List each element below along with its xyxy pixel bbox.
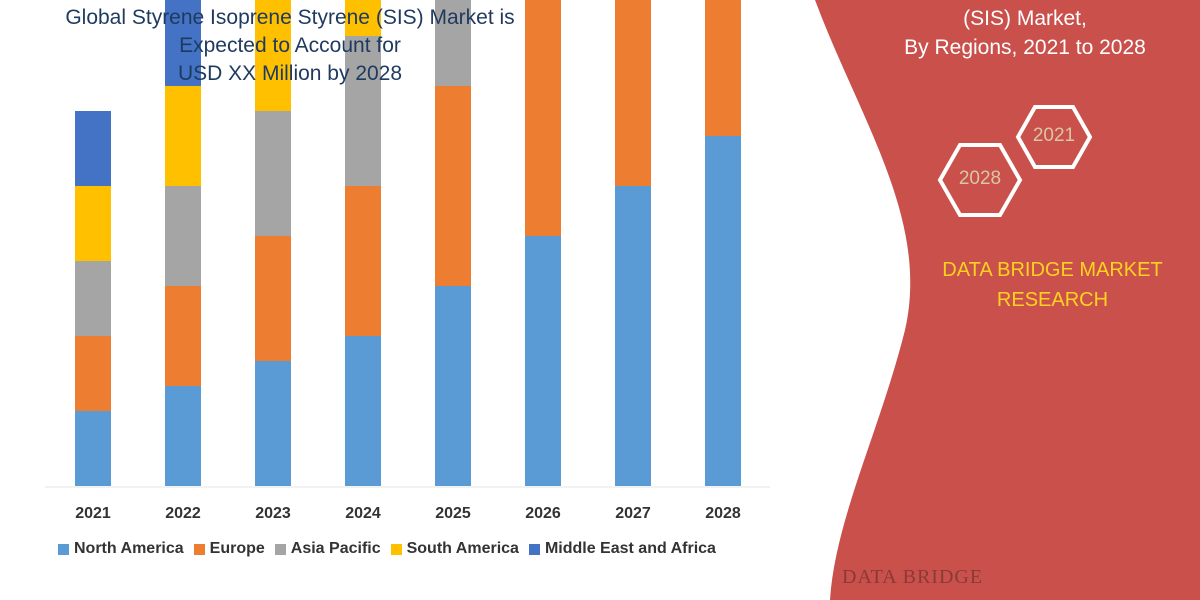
bar-segment-2023-europe	[255, 236, 291, 361]
x-tick-2024: 2024	[345, 505, 381, 522]
legend-item: South America	[390, 540, 519, 558]
x-tick-2021: 2021	[75, 505, 111, 522]
legend-item: Middle East and Africa	[528, 540, 716, 558]
bar-segment-2021-north-america	[75, 411, 111, 486]
legend-label: Europe	[209, 540, 265, 557]
legend-swatch	[274, 543, 286, 555]
bar-segment-2026-europe	[525, 0, 561, 236]
legend-label: South America	[406, 540, 519, 557]
bar-segment-2024-asia-pacific	[345, 36, 381, 186]
hex-2021-label: 2021	[1032, 125, 1076, 146]
brand-text: DATA BRIDGE MARKET RESEARCH	[910, 255, 1195, 315]
hex-2028-label: 2028	[958, 168, 1002, 189]
panel-title: (SIS) Market, By Regions, 2021 to 2028	[850, 4, 1200, 62]
legend-label: Middle East and Africa	[544, 540, 716, 557]
legend: North America Europe Asia Pacific South Ame…	[58, 540, 716, 558]
legend-swatch	[390, 543, 402, 555]
bar-segment-2022-asia-pacific	[165, 186, 201, 286]
title-line-2: USD XX Million by 2028	[177, 62, 403, 85]
bar-segment-2021-south-america	[75, 186, 111, 261]
red-panel	[815, 0, 1200, 600]
chart-title: Global Styrene Isoprene Styrene (SIS) Ma…	[20, 4, 560, 88]
bar-segment-2022-south-america	[165, 86, 201, 186]
legend-item: North America	[58, 540, 184, 558]
bar-segment-2021-europe	[75, 336, 111, 411]
bar-segment-2024-north-america	[345, 336, 381, 486]
legend-item: Europe	[193, 540, 265, 558]
panel-title-line-1: (SIS) Market,	[963, 7, 1087, 30]
bar-segment-2026-north-america	[525, 236, 561, 486]
bar-segment-2025-north-america	[435, 286, 471, 486]
x-tick-2026: 2026	[525, 505, 561, 522]
x-tick-2023: 2023	[255, 505, 291, 522]
bar-segment-2024-europe	[345, 186, 381, 336]
bar-segment-2023-south-america	[255, 0, 291, 111]
legend-swatch	[528, 543, 540, 555]
legend-label: North America	[74, 540, 184, 557]
brand-line-2: RESEARCH	[996, 289, 1109, 311]
bar-segment-2028-europe	[705, 0, 741, 136]
bar-segment-2021-asia-pacific	[75, 261, 111, 336]
legend-swatch	[193, 543, 205, 555]
bar-segment-2028-north-america	[705, 136, 741, 486]
legend-item: Asia Pacific	[274, 540, 381, 558]
bar-segment-2027-north-america	[615, 186, 651, 486]
bar-segment-2021-middle-east-and-africa	[75, 111, 111, 186]
bar-segment-2023-north-america	[255, 361, 291, 486]
brand-line-1: DATA BRIDGE MARKET	[942, 259, 1163, 281]
title-line-1: Global Styrene Isoprene Styrene (SIS) Ma…	[65, 6, 515, 57]
hex-2021-outline	[1015, 105, 1093, 169]
bar-segment-2025-europe	[435, 86, 471, 286]
bar-segment-2022-middle-east-and-africa	[165, 0, 201, 86]
x-tick-2028: 2028	[705, 505, 741, 522]
bar-segment-2025-asia-pacific	[435, 0, 471, 86]
x-tick-2027: 2027	[615, 505, 651, 522]
hex-2028-outline	[937, 143, 1023, 217]
bar-segment-2022-north-america	[165, 386, 201, 486]
x-tick-2025: 2025	[435, 505, 471, 522]
bar-segment-2023-asia-pacific	[255, 111, 291, 236]
bars-group	[75, 0, 741, 486]
legend-label: Asia Pacific	[290, 540, 381, 557]
bar-segment-2027-europe	[615, 0, 651, 186]
panel-title-line-2: By Regions, 2021 to 2028	[904, 36, 1146, 59]
bar-segment-2024-south-america	[345, 0, 381, 36]
x-tick-2022: 2022	[165, 505, 201, 522]
legend-swatch	[58, 543, 69, 555]
x-tick-labels: 2021 2022 2023 2024 2025 2026 2027 2028	[75, 505, 741, 522]
logo: DATA BRIDGE	[842, 566, 984, 588]
bar-segment-2022-europe	[165, 286, 201, 386]
